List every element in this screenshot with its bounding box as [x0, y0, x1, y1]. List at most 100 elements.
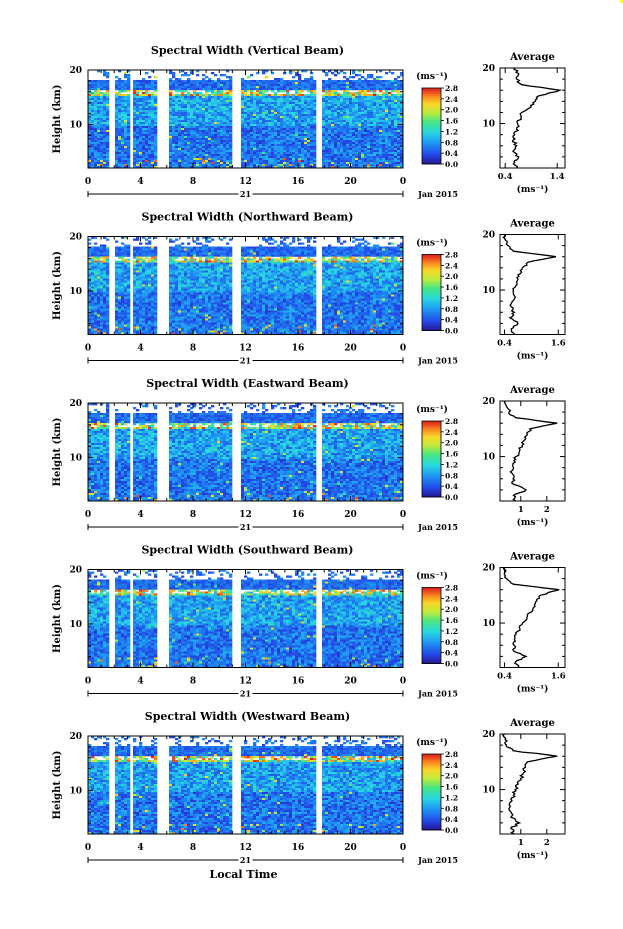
heatmap-cell [328, 156, 332, 159]
heatmap-cell [202, 158, 206, 161]
heatmap-cell [94, 166, 98, 169]
heatmap-cell [175, 110, 179, 113]
heatmap-cell [175, 104, 179, 107]
heatmap-cell [325, 122, 329, 125]
heatmap-cell [277, 112, 281, 115]
heatmap-cell [400, 250, 404, 253]
heatmap-cell [250, 246, 254, 249]
heatmap-cell [298, 256, 302, 259]
heatmap-cell [205, 240, 209, 243]
heatmap-cell [274, 116, 278, 119]
heatmap-cell [268, 130, 272, 133]
heatmap-cell [352, 140, 356, 143]
heatmap-cell [202, 252, 206, 255]
heatmap-cell [181, 142, 185, 145]
heatmap-cell [334, 86, 338, 89]
heatmap-cell [169, 152, 173, 155]
heatmap-cell [277, 102, 281, 105]
heatmap-cell [190, 162, 194, 165]
heatmap-cell [208, 164, 212, 167]
heatmap-cell [289, 128, 293, 131]
heatmap-cell [355, 114, 359, 117]
heatmap-cell [118, 138, 122, 141]
heatmap-cell [358, 146, 362, 149]
heatmap-cell [124, 124, 128, 127]
heatmap-cell [259, 140, 263, 143]
heatmap-cell [148, 114, 152, 117]
heatmap-cell [184, 80, 188, 83]
heatmap-cell [118, 116, 122, 119]
heatmap-cell [397, 80, 401, 83]
heatmap-cell [388, 98, 392, 101]
heatmap-cell [115, 76, 119, 79]
heatmap-cell [178, 98, 182, 101]
heatmap-cell [271, 118, 275, 121]
heatmap-cell [145, 146, 149, 149]
heatmap-cell [220, 148, 224, 151]
heatmap-cell [196, 140, 200, 143]
heatmap-cell [211, 246, 215, 249]
heatmap-cell [271, 124, 275, 127]
heatmap-cell [181, 94, 185, 97]
heatmap-cell [253, 134, 257, 137]
heatmap-cell [202, 236, 206, 239]
heatmap-cell [178, 148, 182, 151]
heatmap-cell [370, 86, 374, 89]
heatmap-cell [142, 236, 146, 239]
heatmap-cell [223, 142, 227, 145]
heatmap-cell [253, 142, 257, 145]
heatmap-cell [262, 100, 266, 103]
heatmap-cell [247, 96, 251, 99]
heatmap-cell [262, 130, 266, 133]
heatmap-cell [175, 112, 179, 115]
heatmap-cell [358, 122, 362, 125]
heatmap-cell [214, 106, 218, 109]
heatmap-cell [307, 84, 311, 87]
heatmap-cell [145, 104, 149, 107]
heatmap-cell [229, 142, 233, 145]
heatmap-cell [100, 122, 104, 125]
heatmap-cell [349, 126, 353, 129]
average-x-unit: (ms⁻¹) [517, 184, 549, 195]
heatmap-cell [394, 246, 398, 249]
heatmap-cell [97, 152, 101, 155]
heatmap-cell [331, 96, 335, 99]
heatmap-cell [184, 116, 188, 119]
heatmap-cell [289, 86, 293, 89]
heatmap-cell [139, 100, 143, 103]
heatmap-cell [250, 158, 254, 161]
heatmap-cell [286, 164, 290, 167]
heatmap-cell [139, 128, 143, 131]
heatmap-cell [310, 252, 314, 255]
heatmap-cell [145, 162, 149, 165]
heatmap-cell [193, 146, 197, 149]
heatmap-cell [184, 98, 188, 101]
heatmap-cell [292, 98, 296, 101]
heatmap-cell [328, 162, 332, 165]
heatmap-cell [154, 246, 158, 249]
heatmap-cell [358, 126, 362, 129]
heatmap-cell [340, 250, 344, 253]
heatmap-cell [148, 128, 152, 131]
heatmap-cell [355, 112, 359, 115]
heatmap-cell [343, 240, 347, 243]
heatmap-cell [358, 108, 362, 111]
heatmap-cell [271, 166, 275, 169]
heatmap-cell [211, 164, 215, 167]
heatmap-cell [286, 98, 290, 101]
heatmap-cell [184, 96, 188, 99]
heatmap-cell [268, 118, 272, 121]
heatmap-cell [184, 144, 188, 147]
heatmap-cell [280, 108, 284, 111]
heatmap-cell [346, 148, 350, 151]
heatmap-cell [223, 134, 227, 137]
heatmap-cell [205, 254, 209, 257]
heatmap-cell [376, 102, 380, 105]
heatmap-cell [211, 94, 215, 97]
heatmap-cell [148, 248, 152, 251]
heatmap-cell [379, 254, 383, 257]
heatmap-cell [169, 106, 173, 109]
heatmap-cell [97, 96, 101, 99]
heatmap-cell [205, 238, 209, 241]
heatmap-cell [313, 102, 317, 105]
